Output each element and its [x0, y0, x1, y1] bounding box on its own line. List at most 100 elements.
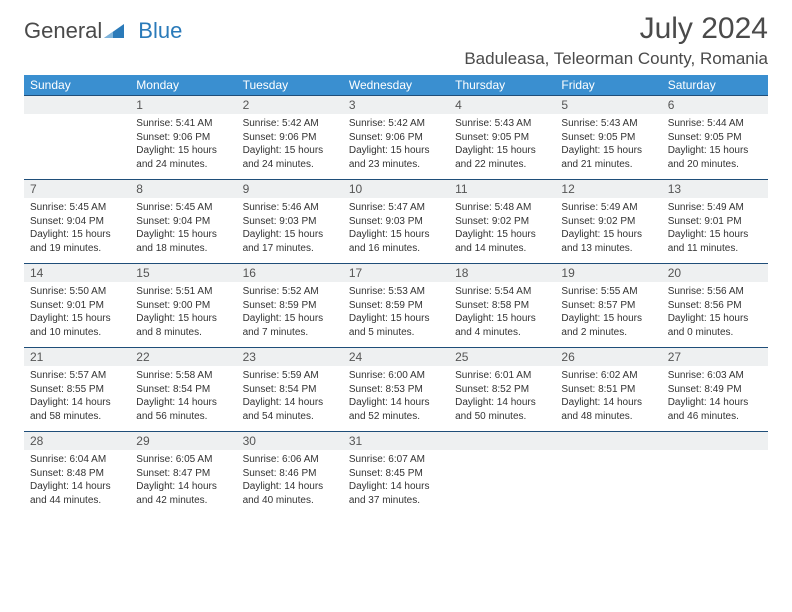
sunrise-line: Sunrise: 6:06 AM: [243, 453, 337, 467]
daylight-line: Daylight: 14 hours and 54 minutes.: [243, 396, 337, 423]
sunset-line: Sunset: 8:51 PM: [561, 383, 655, 397]
daylight-line: Daylight: 15 hours and 22 minutes.: [455, 144, 549, 171]
day-number: 3: [343, 96, 449, 115]
day-number: 10: [343, 180, 449, 199]
day-cell: Sunrise: 6:05 AMSunset: 8:47 PMDaylight:…: [130, 450, 236, 514]
day-cell: [555, 450, 661, 514]
day-number: 1: [130, 96, 236, 115]
sunrise-line: Sunrise: 5:47 AM: [349, 201, 443, 215]
day-cell: Sunrise: 5:46 AMSunset: 9:03 PMDaylight:…: [237, 198, 343, 264]
daylight-line: Daylight: 15 hours and 23 minutes.: [349, 144, 443, 171]
daylight-line: Daylight: 15 hours and 17 minutes.: [243, 228, 337, 255]
sunset-line: Sunset: 8:56 PM: [668, 299, 762, 313]
daylight-line: Daylight: 14 hours and 56 minutes.: [136, 396, 230, 423]
sunrise-line: Sunrise: 5:50 AM: [30, 285, 124, 299]
daylight-line: Daylight: 15 hours and 11 minutes.: [668, 228, 762, 255]
day-cell: Sunrise: 5:42 AMSunset: 9:06 PMDaylight:…: [237, 114, 343, 180]
sunrise-line: Sunrise: 5:57 AM: [30, 369, 124, 383]
day-cell: Sunrise: 5:41 AMSunset: 9:06 PMDaylight:…: [130, 114, 236, 180]
sunset-line: Sunset: 8:55 PM: [30, 383, 124, 397]
daynum-row: 21222324252627: [24, 348, 768, 367]
sunset-line: Sunset: 9:05 PM: [561, 131, 655, 145]
sunrise-line: Sunrise: 5:58 AM: [136, 369, 230, 383]
content-row: Sunrise: 5:50 AMSunset: 9:01 PMDaylight:…: [24, 282, 768, 348]
daylight-line: Daylight: 14 hours and 58 minutes.: [30, 396, 124, 423]
sunset-line: Sunset: 8:46 PM: [243, 467, 337, 481]
sunset-line: Sunset: 9:03 PM: [243, 215, 337, 229]
content-row: Sunrise: 6:04 AMSunset: 8:48 PMDaylight:…: [24, 450, 768, 514]
day-cell: Sunrise: 5:42 AMSunset: 9:06 PMDaylight:…: [343, 114, 449, 180]
sunrise-line: Sunrise: 5:53 AM: [349, 285, 443, 299]
day-cell: Sunrise: 5:56 AMSunset: 8:56 PMDaylight:…: [662, 282, 768, 348]
day-number: 29: [130, 432, 236, 451]
day-cell: Sunrise: 5:45 AMSunset: 9:04 PMDaylight:…: [130, 198, 236, 264]
sunrise-line: Sunrise: 5:49 AM: [668, 201, 762, 215]
day-cell: Sunrise: 6:04 AMSunset: 8:48 PMDaylight:…: [24, 450, 130, 514]
daylight-line: Daylight: 15 hours and 20 minutes.: [668, 144, 762, 171]
day-cell: Sunrise: 5:47 AMSunset: 9:03 PMDaylight:…: [343, 198, 449, 264]
sunrise-line: Sunrise: 6:05 AM: [136, 453, 230, 467]
daylight-line: Daylight: 14 hours and 46 minutes.: [668, 396, 762, 423]
day-cell: Sunrise: 5:43 AMSunset: 9:05 PMDaylight:…: [449, 114, 555, 180]
logo-word-general: General: [24, 18, 102, 44]
sunset-line: Sunset: 8:49 PM: [668, 383, 762, 397]
day-number: 14: [24, 264, 130, 283]
day-number: 8: [130, 180, 236, 199]
day-number: 18: [449, 264, 555, 283]
daylight-line: Daylight: 15 hours and 2 minutes.: [561, 312, 655, 339]
day-number: 30: [237, 432, 343, 451]
sunrise-line: Sunrise: 5:54 AM: [455, 285, 549, 299]
logo-triangle-icon: [104, 24, 124, 38]
dow-header: Sunday: [24, 75, 130, 96]
sunset-line: Sunset: 9:06 PM: [136, 131, 230, 145]
day-cell: Sunrise: 6:01 AMSunset: 8:52 PMDaylight:…: [449, 366, 555, 432]
sunrise-line: Sunrise: 5:42 AM: [243, 117, 337, 131]
daylight-line: Daylight: 14 hours and 50 minutes.: [455, 396, 549, 423]
daylight-line: Daylight: 15 hours and 5 minutes.: [349, 312, 443, 339]
day-number: 6: [662, 96, 768, 115]
sunset-line: Sunset: 9:04 PM: [136, 215, 230, 229]
daylight-line: Daylight: 15 hours and 18 minutes.: [136, 228, 230, 255]
day-cell: Sunrise: 5:54 AMSunset: 8:58 PMDaylight:…: [449, 282, 555, 348]
dow-header: Wednesday: [343, 75, 449, 96]
sunset-line: Sunset: 8:47 PM: [136, 467, 230, 481]
logo: General Blue: [24, 12, 182, 44]
day-number: 4: [449, 96, 555, 115]
day-number: 27: [662, 348, 768, 367]
day-cell: Sunrise: 5:48 AMSunset: 9:02 PMDaylight:…: [449, 198, 555, 264]
sunset-line: Sunset: 8:59 PM: [243, 299, 337, 313]
sunset-line: Sunset: 9:00 PM: [136, 299, 230, 313]
day-cell: Sunrise: 6:02 AMSunset: 8:51 PMDaylight:…: [555, 366, 661, 432]
sunset-line: Sunset: 9:02 PM: [455, 215, 549, 229]
sunset-line: Sunset: 9:06 PM: [349, 131, 443, 145]
daylight-line: Daylight: 15 hours and 0 minutes.: [668, 312, 762, 339]
daylight-line: Daylight: 14 hours and 37 minutes.: [349, 480, 443, 507]
header: General Blue July 2024 Baduleasa, Teleor…: [24, 12, 768, 69]
sunrise-line: Sunrise: 6:01 AM: [455, 369, 549, 383]
sunset-line: Sunset: 8:54 PM: [136, 383, 230, 397]
daylight-line: Daylight: 14 hours and 48 minutes.: [561, 396, 655, 423]
dow-header: Monday: [130, 75, 236, 96]
daylight-line: Daylight: 15 hours and 8 minutes.: [136, 312, 230, 339]
daylight-line: Daylight: 14 hours and 52 minutes.: [349, 396, 443, 423]
sunset-line: Sunset: 9:02 PM: [561, 215, 655, 229]
daylight-line: Daylight: 14 hours and 44 minutes.: [30, 480, 124, 507]
day-cell: Sunrise: 5:50 AMSunset: 9:01 PMDaylight:…: [24, 282, 130, 348]
day-number: 24: [343, 348, 449, 367]
day-cell: Sunrise: 5:49 AMSunset: 9:01 PMDaylight:…: [662, 198, 768, 264]
daylight-line: Daylight: 15 hours and 10 minutes.: [30, 312, 124, 339]
day-number: 25: [449, 348, 555, 367]
day-number: 13: [662, 180, 768, 199]
dow-header: Saturday: [662, 75, 768, 96]
sunrise-line: Sunrise: 5:46 AM: [243, 201, 337, 215]
day-number: 5: [555, 96, 661, 115]
day-cell: Sunrise: 6:03 AMSunset: 8:49 PMDaylight:…: [662, 366, 768, 432]
day-number: 21: [24, 348, 130, 367]
daylight-line: Daylight: 15 hours and 24 minutes.: [243, 144, 337, 171]
day-number: 31: [343, 432, 449, 451]
day-number: 17: [343, 264, 449, 283]
location-subtitle: Baduleasa, Teleorman County, Romania: [464, 49, 768, 69]
day-cell: Sunrise: 5:52 AMSunset: 8:59 PMDaylight:…: [237, 282, 343, 348]
sunrise-line: Sunrise: 5:43 AM: [561, 117, 655, 131]
day-number: 22: [130, 348, 236, 367]
